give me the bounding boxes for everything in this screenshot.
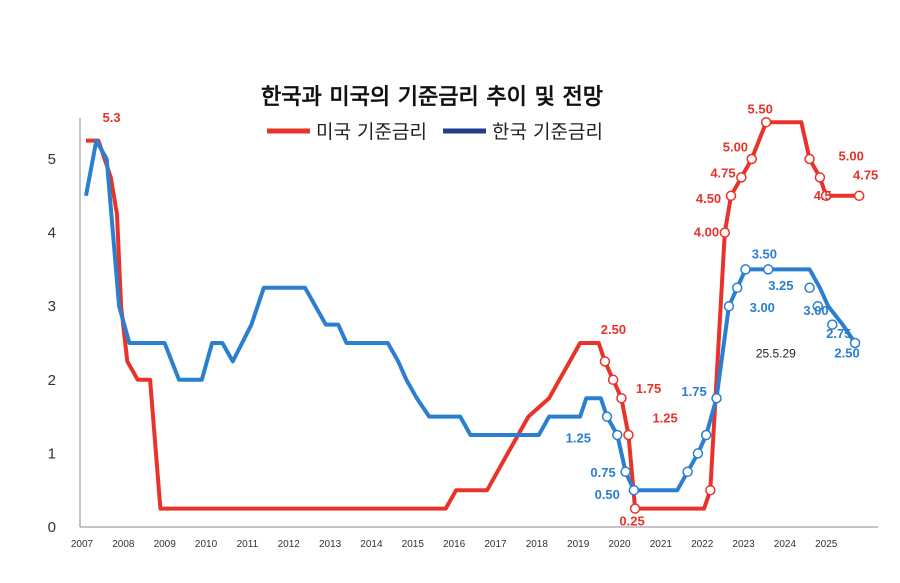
y-tick-label: 0 [48, 519, 56, 536]
data-label: 4.5 [814, 188, 832, 203]
legend-label-us: 미국 기준금리 [316, 121, 427, 143]
data-label: 2.50 [601, 322, 626, 337]
kr-rate-point [612, 429, 623, 441]
kr-rate-point [731, 282, 743, 294]
data-label: 2.75 [826, 326, 851, 341]
x-tick-label: 2009 [154, 539, 177, 550]
x-tick-label: 2008 [112, 539, 135, 550]
y-tick-label: 2 [48, 372, 56, 389]
us-rate-point [616, 392, 627, 404]
kr-rate-point [601, 411, 613, 422]
x-tick-label: 2022 [691, 539, 714, 550]
x-tick-label: 2016 [443, 539, 466, 550]
x-tick-label: 2014 [360, 539, 383, 550]
date-note: 25.5.29 [756, 347, 796, 361]
us-rate-point [804, 153, 815, 165]
x-tick-label: 2017 [484, 539, 507, 550]
us-rate-point [736, 172, 747, 183]
us-rate-point [629, 503, 641, 514]
data-label: 0.25 [619, 514, 644, 529]
data-label: 3.50 [752, 246, 777, 261]
x-tick-label: 2007 [71, 539, 94, 550]
x-tick-label: 2021 [650, 539, 673, 550]
kr-rate-point [628, 484, 640, 496]
x-tick-label: 2023 [732, 539, 755, 550]
series-lines [84, 120, 860, 511]
data-label: 4.50 [696, 191, 721, 206]
kr-rate-point [849, 337, 861, 349]
x-tick-label: 2013 [319, 539, 342, 550]
x-tick-label: 2018 [526, 539, 549, 550]
data-label: 4.75 [710, 165, 735, 180]
us-rate-point [746, 153, 757, 165]
series-markers [599, 116, 865, 514]
us-rate-line [86, 120, 860, 511]
us-rate-point [725, 190, 737, 202]
data-label: 3.25 [768, 278, 793, 293]
kr-rate-line [84, 138, 857, 493]
data-label: 3.00 [803, 303, 828, 318]
x-ticks: 2007 2008 2009 2010 2011 2012 2013 2014 2015 2016… [71, 539, 838, 550]
kr-rate-point [682, 466, 693, 478]
data-label: 1.25 [652, 410, 677, 425]
kr-rate-point [827, 319, 838, 330]
kr-rate-point [711, 392, 722, 404]
data-label: 2.50 [834, 346, 859, 361]
kr-rate-point [620, 466, 631, 478]
x-tick-label: 2011 [237, 539, 259, 550]
x-tick-label: 2019 [567, 539, 590, 550]
kr-rate-point [740, 264, 751, 275]
kr-rate-point [812, 300, 824, 312]
y-tick-label: 1 [48, 445, 56, 462]
data-label: 5.00 [839, 148, 864, 163]
x-tick-label: 2010 [195, 539, 218, 550]
data-label: 0.75 [590, 465, 615, 480]
data-label: 0.50 [595, 487, 620, 502]
kr-rate-point [804, 282, 815, 294]
us-rate-point [607, 374, 619, 386]
data-label: 4.00 [694, 224, 719, 239]
legend: 미국 기준금리 한국 기준금리 [267, 121, 603, 143]
chart-title: 한국과 미국의 기준금리 추이 및 전망 [261, 85, 603, 110]
us-rate-point [623, 429, 634, 441]
us-rate-point [705, 484, 716, 496]
kr-rate-point [723, 300, 735, 312]
x-tick-label: 2024 [774, 539, 797, 550]
data-label: 1.75 [681, 384, 706, 399]
us-rate-point [599, 356, 611, 367]
x-tick-label: 2025 [815, 539, 838, 550]
x-tick-label: 2012 [278, 539, 301, 550]
data-label: 5.00 [723, 140, 748, 155]
x-tick-label: 2020 [608, 539, 631, 550]
us-rate-point [853, 190, 865, 202]
us-rate-point [760, 116, 772, 128]
us-rate-point [814, 172, 826, 183]
y-tick-label: 3 [48, 298, 56, 315]
kr-rate-point [700, 429, 712, 441]
data-label: 1.75 [636, 381, 661, 396]
y-tick-label: 4 [48, 225, 56, 242]
legend-label-kr: 한국 기준금리 [492, 121, 603, 143]
y-ticks: 0 1 2 3 4 5 [48, 151, 56, 536]
y-tick-label: 5 [48, 151, 56, 168]
kr-rate-point [692, 448, 704, 459]
data-label: 5.3 [103, 110, 121, 125]
x-tick-label: 2015 [402, 539, 425, 550]
data-labels: 5.3 2.50 1.75 1.25 0.25 4.00 4.50 4.75 5.00 5.50 5… [103, 101, 879, 528]
data-label: 1.25 [566, 430, 591, 445]
data-label: 3.00 [750, 300, 775, 315]
data-label: 4.75 [853, 168, 878, 183]
data-label: 5.50 [748, 101, 773, 116]
us-rate-point [820, 190, 832, 202]
us-rate-point [719, 227, 731, 238]
kr-rate-point [762, 264, 774, 275]
